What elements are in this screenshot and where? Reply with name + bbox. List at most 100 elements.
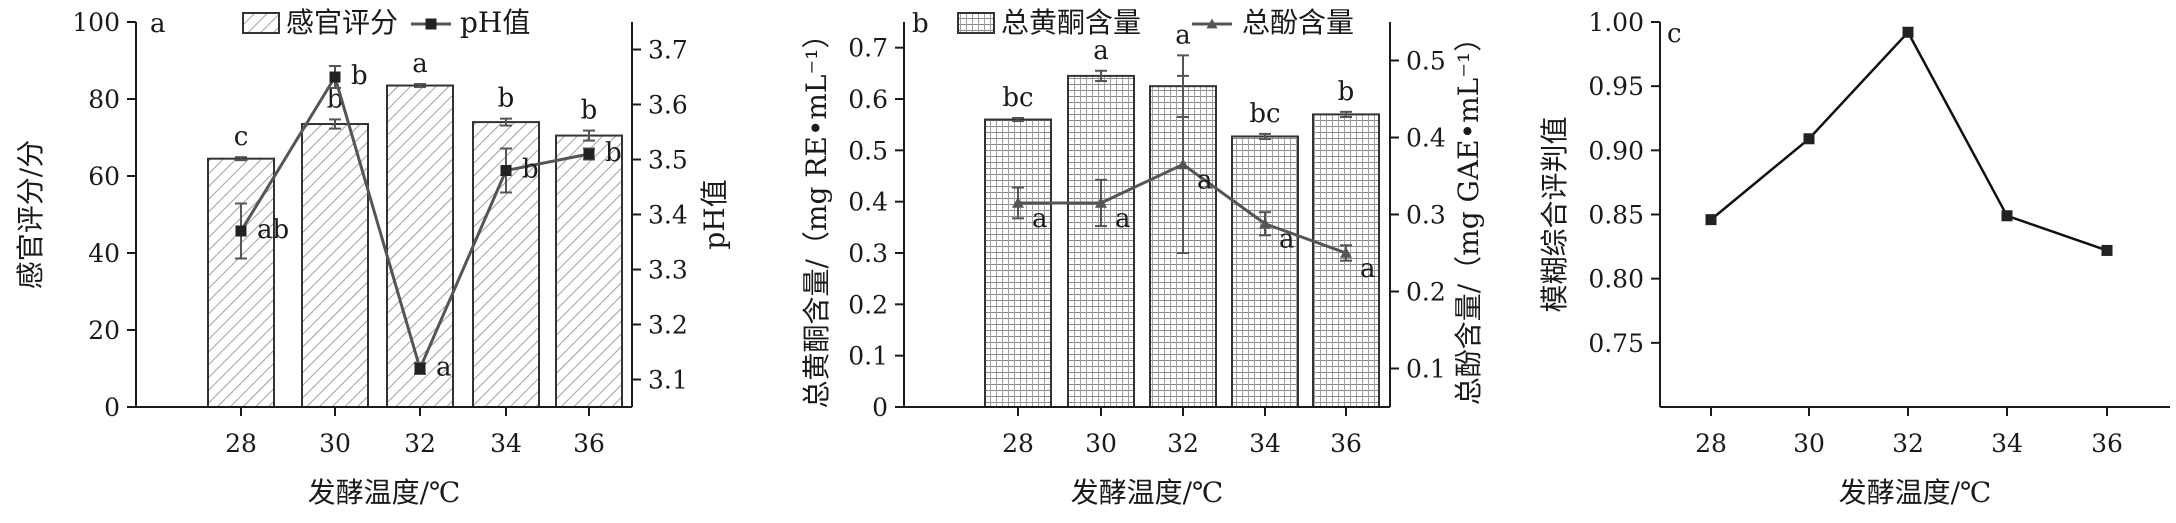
y-tick-label: 20 <box>88 316 120 345</box>
bar-significance-label: bc <box>1249 99 1280 129</box>
x-tick-label: 34 <box>1249 429 1281 458</box>
y-tick-label: 0.5 <box>848 136 888 165</box>
bar-significance-label: c <box>234 122 249 152</box>
y2-tick-label: 0.1 <box>1406 355 1446 384</box>
bar-36 <box>1312 113 1380 409</box>
bar-32 <box>386 84 454 409</box>
point-28 <box>1012 196 1024 208</box>
point-34 <box>500 165 512 176</box>
y2-tick-label: 3.6 <box>648 91 688 120</box>
bar-significance-label: b <box>498 84 515 114</box>
y-axis-title: 感官评分/分 <box>14 140 47 289</box>
y2-tick-label: 0.5 <box>1406 47 1446 76</box>
y2-tick-label: 3.4 <box>648 201 688 230</box>
y2-tick-label: 3.5 <box>648 146 688 175</box>
point-significance-label: a <box>436 353 452 383</box>
x-tick-label: 30 <box>1085 429 1117 458</box>
point-32 <box>1902 26 1914 38</box>
y-tick-label: 0.3 <box>848 239 888 268</box>
y2-tick-label: 3.1 <box>648 366 688 395</box>
y-tick-label: 100 <box>72 8 120 37</box>
x-tick-label: 34 <box>490 429 522 458</box>
x-tick-label: 32 <box>404 429 436 458</box>
point-significance-label: a <box>1360 254 1376 284</box>
x-tick-label: 36 <box>2091 429 2123 458</box>
point-34 <box>1259 217 1271 229</box>
y-tick-label: 0.4 <box>848 188 888 217</box>
bar-significance-label: b <box>581 96 598 126</box>
legend-swatch-bar <box>242 12 280 34</box>
y2-tick-label: 3.7 <box>648 36 688 65</box>
y-tick-label: 0.75 <box>1588 329 1644 358</box>
y-tick-label: 0.6 <box>848 85 888 114</box>
y-tick-label: 0.90 <box>1588 136 1644 165</box>
point-significance-label: b <box>522 155 539 185</box>
panel-b-flavonoid-phenol-chart: bc a a bc b a a a a a 0 0.1 0.2 0.3 0.4 0.5 0.6 0.7 0.1 0.2… <box>800 6 1485 509</box>
y-tick-label: 0 <box>872 393 888 422</box>
y2-tick-label: 0.2 <box>1406 278 1446 307</box>
y-tick-label: 60 <box>88 162 120 191</box>
point-30 <box>1095 196 1107 208</box>
x-tick-label: 36 <box>1330 429 1362 458</box>
x-axis-title: 发酵温度/℃ <box>308 476 461 509</box>
x-tick-label: 32 <box>1167 429 1199 458</box>
bar-significance-label: b <box>1338 77 1355 107</box>
point-32 <box>1177 158 1189 170</box>
point-36 <box>2101 244 2113 256</box>
y2-tick-label: 0.3 <box>1406 201 1446 230</box>
x-tick-label: 36 <box>573 429 605 458</box>
bar-significance-label: a <box>1093 36 1109 66</box>
x-tick-label: 28 <box>1695 429 1727 458</box>
x-tick-label: 30 <box>319 429 351 458</box>
y-tick-label: 0 <box>104 393 120 422</box>
point-significance-label: a <box>1032 204 1048 234</box>
bar-30 <box>1067 74 1135 409</box>
point-significance-label: b <box>605 138 622 168</box>
legend-swatch-marker <box>1206 18 1218 29</box>
y-axis-title: 总黄酮含量/（mg RE•mL⁻¹） <box>800 21 833 409</box>
point-30 <box>1803 133 1815 145</box>
y-tick-label: 40 <box>88 239 120 268</box>
bar-significance-label: a <box>412 49 428 79</box>
point-significance-label: ab <box>257 215 289 245</box>
bar-28 <box>984 118 1052 409</box>
point-28 <box>235 225 247 237</box>
panel-tag: c <box>1667 19 1682 49</box>
panel-tag: b <box>912 9 929 39</box>
x-tick-label: 30 <box>1793 429 1825 458</box>
y-tick-label: 0.7 <box>848 34 888 63</box>
point-significance-label: a <box>1115 204 1131 234</box>
y2-tick-label: 3.2 <box>648 311 688 340</box>
bar-28 <box>207 157 275 408</box>
x-axis-title: 发酵温度/℃ <box>1071 476 1224 509</box>
point-32 <box>414 363 426 374</box>
y2-axis-title: 总酚含量/（mg GAE•mL⁻¹） <box>1452 24 1485 406</box>
x-tick-label: 28 <box>1002 429 1034 458</box>
y-tick-label: 0.85 <box>1588 201 1644 230</box>
bar-significance-label: a <box>1175 20 1191 50</box>
y2-axis-title: pH值 <box>698 179 731 249</box>
legend-label: pH值 <box>460 6 530 39</box>
point-significance-label: b <box>351 61 368 91</box>
legend-swatch-bar <box>957 12 995 34</box>
y-tick-label: 80 <box>88 85 120 114</box>
y-tick-label: 0.2 <box>848 290 888 319</box>
y-tick-label: 0.1 <box>848 342 888 371</box>
series-line <box>1710 30 2108 252</box>
y-axis-title: 模糊综合评判值 <box>1538 116 1571 312</box>
legend-label: 总黄酮含量 <box>1001 6 1141 39</box>
legend-label: 感官评分 <box>286 6 398 39</box>
x-tick-label: 34 <box>1991 429 2023 458</box>
legend-swatch-marker <box>425 18 437 30</box>
bar-34 <box>1231 135 1299 408</box>
point-34 <box>2001 210 2013 222</box>
point-significance-label: a <box>1279 225 1295 255</box>
bar-30 <box>301 123 369 409</box>
y2-tick-label: 3.3 <box>648 256 688 285</box>
bar-significance-label: bc <box>1002 83 1033 113</box>
point-28 <box>1705 214 1717 226</box>
bar-36 <box>555 134 623 408</box>
point-36 <box>583 148 595 160</box>
